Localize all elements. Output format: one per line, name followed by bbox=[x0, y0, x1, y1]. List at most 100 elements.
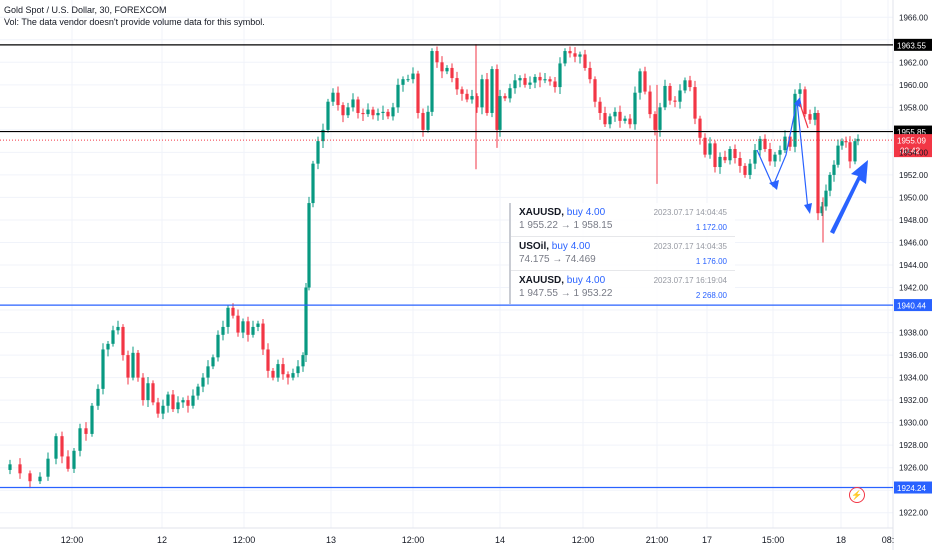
candle-body bbox=[276, 364, 280, 378]
candle-body bbox=[304, 287, 308, 356]
trade-profit: 2 268.00 bbox=[695, 291, 727, 300]
candle-body bbox=[803, 89, 807, 115]
trade-prices: 1 947.55 → 1 953.22 bbox=[519, 288, 613, 299]
candle-body bbox=[653, 114, 657, 130]
candle-body bbox=[503, 96, 507, 99]
candle-body bbox=[261, 323, 265, 350]
candle-body bbox=[411, 73, 415, 80]
y-tick-label: 1928.00 bbox=[899, 441, 928, 450]
x-tick-label: 12:00 bbox=[402, 535, 425, 545]
candle-body bbox=[678, 90, 682, 102]
candle-body bbox=[638, 71, 642, 93]
candle-body bbox=[668, 85, 672, 101]
candle-body bbox=[206, 366, 210, 378]
y-tick-label: 1962.00 bbox=[899, 58, 928, 67]
x-tick-label: 08: bbox=[882, 535, 895, 545]
candle-body bbox=[331, 92, 335, 102]
level-label: 1963.55 bbox=[897, 41, 926, 50]
level-label-bg bbox=[894, 38, 932, 51]
trade-time: 2023.07.17 14:04:45 bbox=[653, 208, 727, 217]
candle-body bbox=[743, 165, 747, 175]
candle-body bbox=[72, 450, 76, 469]
candle-body bbox=[106, 343, 110, 350]
x-tick-label: 12 bbox=[157, 535, 167, 545]
candle-body bbox=[371, 109, 375, 116]
candle-body bbox=[196, 386, 200, 396]
candle-body bbox=[440, 62, 444, 72]
trade-side: buy 4.00 bbox=[566, 207, 606, 218]
candle-body bbox=[256, 323, 260, 327]
candle-body bbox=[793, 93, 797, 147]
candle-body bbox=[848, 142, 852, 162]
candle-body bbox=[401, 79, 405, 85]
candle-body bbox=[498, 96, 502, 130]
level-label: 1955.85 bbox=[897, 128, 926, 137]
y-tick-label: 1932.00 bbox=[899, 396, 928, 405]
candle-body bbox=[728, 149, 732, 161]
y-tick-label: 1934.00 bbox=[899, 374, 928, 383]
x-tick-label: 17 bbox=[702, 535, 712, 545]
candle-body bbox=[391, 107, 395, 117]
candle-body bbox=[663, 85, 667, 108]
candle-body bbox=[421, 112, 425, 130]
candle-body bbox=[301, 355, 305, 367]
candle-body bbox=[853, 141, 857, 162]
candle-body bbox=[181, 400, 185, 403]
trade-time: 2023.07.17 14:04:35 bbox=[653, 242, 727, 251]
candle-body bbox=[426, 111, 430, 130]
x-tick-label: 12:00 bbox=[572, 535, 595, 545]
candle-body bbox=[768, 149, 772, 162]
big-up-arrow bbox=[830, 160, 868, 234]
candle-body bbox=[808, 114, 812, 120]
candle-body bbox=[246, 321, 250, 335]
candle-body bbox=[518, 78, 522, 81]
trade-row[interactable]: XAUUSD, buy 4.00 2023.07.17 14:04:45 1 9… bbox=[511, 203, 735, 237]
candle-body bbox=[673, 100, 677, 102]
candle-body bbox=[558, 63, 562, 88]
candle-body bbox=[201, 377, 205, 387]
candle-body bbox=[773, 154, 777, 162]
candle-body bbox=[758, 138, 762, 151]
candle-body bbox=[713, 143, 717, 168]
candle-body bbox=[336, 92, 340, 106]
candle-body bbox=[623, 118, 627, 121]
candle-body bbox=[326, 101, 330, 130]
candle-body bbox=[211, 357, 215, 367]
candle-body bbox=[733, 149, 737, 159]
candle-body bbox=[708, 143, 712, 155]
y-tick-label: 1958.00 bbox=[899, 103, 928, 112]
y-tick-label: 1944.00 bbox=[899, 261, 928, 270]
candle-body bbox=[798, 89, 802, 94]
candle-body bbox=[778, 150, 782, 155]
level-label-bg bbox=[894, 299, 932, 312]
candle-body bbox=[146, 383, 150, 401]
candle-body bbox=[341, 105, 345, 116]
arrow-head bbox=[769, 180, 779, 190]
candle-body bbox=[688, 80, 692, 88]
x-tick-label: 15:00 bbox=[762, 535, 785, 545]
candle-body bbox=[307, 203, 311, 288]
trade-row[interactable]: XAUUSD, buy 4.00 2023.07.17 16:19:04 1 9… bbox=[511, 271, 735, 304]
trade-symbol: USOil, buy 4.00 bbox=[519, 241, 591, 252]
candle-body bbox=[568, 51, 572, 54]
y-tick-label: 1938.00 bbox=[899, 329, 928, 338]
candle-body bbox=[763, 138, 767, 150]
trade-symbol: XAUUSD, buy 4.00 bbox=[519, 275, 606, 286]
candle-body bbox=[693, 87, 697, 119]
candle-body bbox=[351, 99, 355, 108]
candle-body bbox=[346, 107, 350, 116]
lightning-icon[interactable]: ⚡ bbox=[849, 487, 865, 503]
candle-body bbox=[316, 141, 320, 164]
candle-body bbox=[296, 366, 300, 374]
candle-body bbox=[485, 79, 489, 113]
candle-body bbox=[141, 377, 145, 401]
trade-row[interactable]: USOil, buy 4.00 2023.07.17 14:04:35 74.1… bbox=[511, 237, 735, 271]
candle-body bbox=[151, 383, 155, 403]
candle-body bbox=[598, 101, 602, 113]
candle-body bbox=[8, 464, 12, 470]
candle-body bbox=[161, 405, 165, 414]
y-tick-label: 1946.00 bbox=[899, 238, 928, 247]
trade-side: buy 4.00 bbox=[566, 275, 606, 286]
candle-body bbox=[840, 141, 844, 146]
